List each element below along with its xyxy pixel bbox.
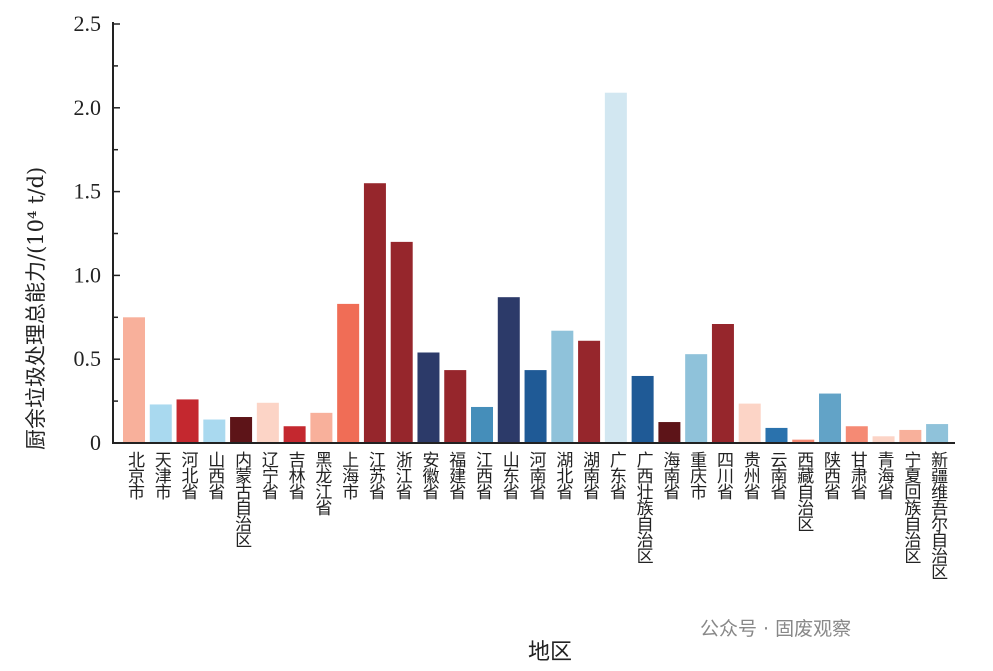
x-tick-label: 海南省 — [659, 451, 680, 499]
x-tick-label: 广西壮族自治区 — [632, 451, 653, 563]
bar — [899, 429, 922, 443]
bar — [711, 324, 734, 443]
bar — [283, 426, 306, 443]
bar — [390, 241, 413, 443]
x-tick-label: 甘肃省 — [846, 451, 867, 499]
x-tick-label: 湖南省 — [579, 451, 600, 499]
bar — [417, 352, 440, 443]
x-tick-label: 北京市 — [124, 451, 144, 499]
bar — [845, 426, 868, 443]
y-tick-label: 2.0 — [74, 95, 102, 120]
bar — [524, 370, 547, 443]
x-tick-label: 河北省 — [177, 451, 198, 499]
x-tick-label: 上海市 — [338, 451, 359, 499]
bar — [658, 422, 681, 443]
y-tick-label: 2.5 — [74, 11, 102, 36]
x-tick-label: 贵州省 — [739, 451, 760, 499]
bar — [819, 393, 842, 443]
x-tick-label: 河南省 — [525, 451, 546, 499]
y-tick-label: 0.5 — [74, 346, 102, 371]
y-tick-label: 1.5 — [74, 179, 102, 204]
x-tick-label: 福建省 — [445, 451, 466, 499]
x-tick-label: 宁夏回族自治区 — [900, 451, 921, 563]
bar — [551, 330, 574, 443]
bar — [497, 297, 520, 443]
bar — [685, 354, 708, 443]
bar — [444, 370, 467, 443]
bar — [765, 427, 788, 443]
x-tick-label: 重庆市 — [686, 451, 707, 499]
x-tick-label: 陕西省 — [820, 451, 841, 499]
x-tick-label: 西藏自治区 — [793, 451, 814, 531]
bar — [176, 399, 199, 443]
x-tick-label: 江西省 — [472, 451, 492, 499]
x-tick-label: 湖北省 — [552, 451, 573, 499]
bar — [256, 402, 279, 443]
y-tick-label: 0 — [90, 430, 101, 455]
watermark: 公众号 · 固废观察 — [700, 618, 852, 640]
x-axis-label: 地区 — [528, 640, 573, 665]
y-tick-label: 1.0 — [74, 262, 102, 287]
bar — [310, 412, 333, 443]
x-tick-label: 江苏省 — [364, 451, 385, 499]
x-tick-label: 天津市 — [150, 451, 171, 499]
bar — [471, 406, 494, 443]
y-axis-label: 厨余垃圾处理总能力/(10⁴ t/d) — [24, 166, 48, 450]
x-tick-label: 辽宁省 — [257, 451, 278, 499]
x-tick-label: 山东省 — [498, 451, 519, 499]
bar — [363, 183, 386, 443]
bar — [149, 404, 172, 443]
x-tick-label: 安徽省 — [418, 451, 439, 499]
bar — [337, 303, 360, 443]
x-tick-label: 青海省 — [873, 451, 894, 499]
x-tick-label: 云南省 — [766, 451, 787, 499]
bar — [792, 439, 815, 443]
bar — [604, 92, 627, 443]
bar — [631, 375, 654, 443]
x-tick-label: 吉林省 — [284, 451, 305, 499]
bar — [578, 340, 601, 443]
bar — [872, 436, 895, 443]
bar — [738, 403, 761, 443]
bar — [123, 317, 145, 443]
x-tick-label: 山西省 — [204, 451, 225, 499]
x-tick-label: 新疆维吾尔自治区 — [927, 451, 948, 579]
bar — [926, 424, 949, 443]
bar — [230, 417, 253, 443]
x-tick-label: 内蒙古自治区 — [231, 451, 252, 547]
x-tick-label: 广东省 — [605, 451, 626, 499]
x-tick-label: 浙江省 — [391, 451, 412, 499]
x-tick-label: 四川省 — [712, 451, 733, 499]
bar — [203, 419, 226, 443]
x-tick-label: 黑龙江省 — [311, 451, 332, 515]
